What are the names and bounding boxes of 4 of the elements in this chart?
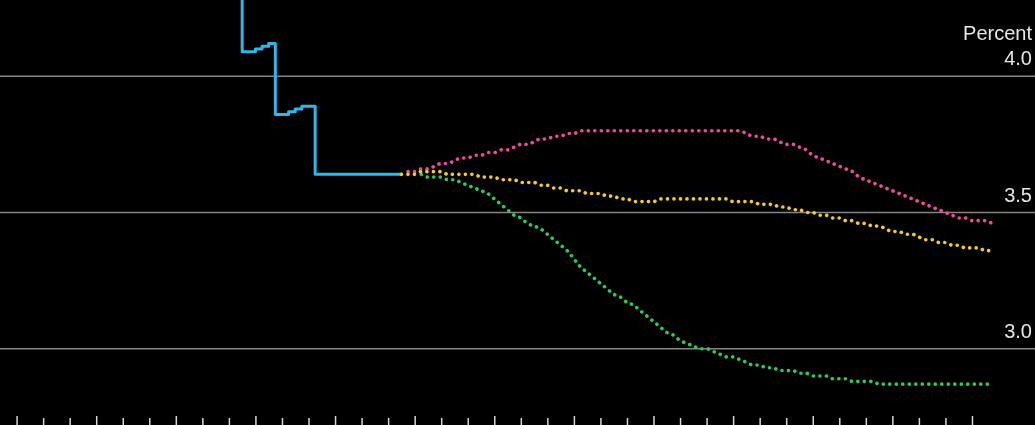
y-tick-label: 3.5 <box>1004 183 1032 206</box>
y-tick-label: 4.0 <box>1004 47 1032 70</box>
y-tick-label: 3.0 <box>1004 319 1032 342</box>
y-axis-title: Percent <box>963 22 1033 45</box>
